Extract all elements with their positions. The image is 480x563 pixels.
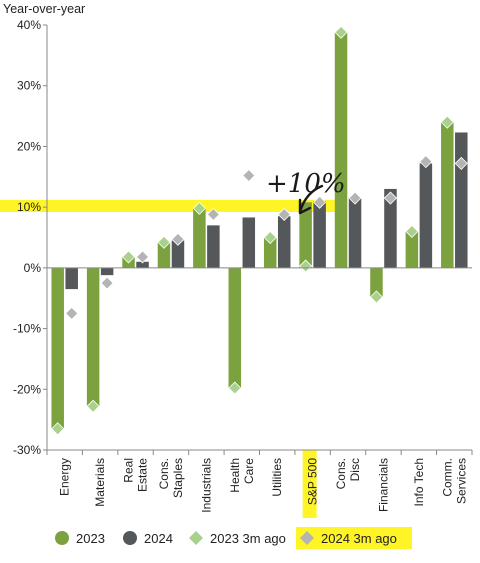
bar-2023-4 [193, 208, 206, 268]
category-label: Care [242, 458, 256, 484]
category-label: Real [122, 458, 136, 483]
marker-2024-3m-9 [383, 191, 398, 205]
legend-swatch-3 [300, 531, 314, 545]
annotation-label: +10% [266, 169, 346, 199]
marker-2023-3m-0 [51, 422, 65, 436]
category-label: Staples [171, 458, 185, 498]
legend-label-1: 2024 [144, 531, 173, 546]
marker-2024-3m-11 [454, 156, 468, 170]
highlight-layer [0, 199, 412, 549]
bar-2023-10 [405, 231, 419, 268]
marker-2024-3m-0 [65, 306, 79, 320]
categories-layer: Energy Materials Real Estate Cons. Staples Ind… [58, 458, 469, 513]
bar-2024-3 [171, 240, 185, 268]
bar-2024-7 [313, 201, 326, 268]
category-label: S&P 500 [306, 458, 320, 505]
axes-layer [46, 25, 473, 455]
y-tick-label: 20% [17, 139, 41, 153]
legend-label-2: 2023 3m ago [210, 531, 286, 546]
legend-swatch-1 [123, 531, 137, 545]
bar-2023-5 [228, 267, 242, 389]
marker-2023-3m-10 [405, 224, 419, 238]
marker-2024-3m-8 [348, 191, 362, 205]
legend-label-0: 2023 [76, 531, 105, 546]
y-tick-label: 30% [17, 79, 41, 93]
bar-2024-4 [207, 225, 220, 268]
marker-2023-3m-2 [121, 250, 136, 264]
y-axis-title: Year-over-year [3, 2, 85, 16]
marker-2024-3m-6 [277, 207, 291, 221]
marker-2023-3m-3 [157, 235, 171, 249]
bar-2023-3 [157, 242, 171, 268]
bar-2024-9 [384, 188, 397, 268]
ticks-layer: 40% 30% 20% 10% 0% -10% -20% -30% Year-over-year [3, 2, 85, 457]
bar-2023-1 [86, 267, 100, 407]
marker-2024-3m-4 [206, 207, 220, 221]
marker-2024-3m-1 [100, 276, 114, 290]
highlight-band [0, 199, 345, 212]
marker-2023-3m-1 [86, 399, 100, 413]
y-tick-label: 10% [17, 200, 41, 214]
category-label: Cons. [334, 458, 348, 489]
bar-2024-0 [65, 267, 78, 290]
category-label: Financials [376, 458, 390, 512]
marker-2024-3m-3 [171, 232, 185, 246]
legend-swatch-2 [189, 531, 203, 545]
marker-2023-3m-7 [299, 259, 313, 273]
category-label: Info Tech [412, 458, 426, 506]
legend-highlight [296, 527, 412, 549]
category-label: Cons. [157, 458, 171, 489]
marker-2023-3m-8 [334, 25, 348, 39]
annotation-layer: +10% [266, 169, 346, 215]
y-tick-label: 0% [24, 261, 42, 275]
bar-2023-9 [370, 267, 383, 297]
y-tick-label: -10% [13, 322, 41, 336]
marker-2023-3m-11 [440, 115, 454, 129]
marker-2023-3m-9 [369, 290, 384, 304]
bar-2023-11 [441, 122, 454, 268]
bar-2023-0 [51, 267, 64, 429]
markers-layer [51, 25, 468, 436]
annotation-arrowhead [298, 198, 312, 215]
y-tick-label: 40% [17, 18, 41, 32]
marker-2023-3m-6 [263, 230, 277, 245]
bar-2024-10 [419, 163, 433, 268]
marker-2024-3m-10 [419, 155, 433, 169]
marker-2023-3m-4 [192, 201, 206, 215]
marker-2023-3m-5 [228, 381, 242, 395]
category-label: Energy [58, 458, 72, 496]
category-label: Disc [348, 458, 362, 481]
marker-2024-3m-2 [135, 250, 150, 264]
legend-label-3: 2024 3m ago [321, 531, 397, 546]
bar-2023-8 [334, 32, 348, 268]
bar-2024-5 [242, 217, 256, 268]
bar-2024-2 [136, 261, 149, 268]
category-label: Materials [93, 458, 107, 507]
sp500-label-highlight [302, 450, 317, 518]
marker-2024-3m-7 [313, 195, 327, 209]
category-label: Health [228, 458, 242, 493]
legend-swatch-0 [55, 531, 69, 545]
legend-layer: 2023 2024 2023 3m ago 2024 3m ago [55, 531, 397, 546]
bar-2024-6 [277, 216, 291, 268]
bar-2024-11 [455, 132, 468, 268]
y-tick-label: -20% [13, 382, 41, 396]
category-label: Industrials [199, 458, 213, 513]
category-label: Utilities [270, 458, 284, 497]
bar-2024-8 [348, 198, 362, 268]
marker-2024-3m-5 [242, 169, 256, 183]
bar-2023-6 [263, 237, 277, 268]
category-label: Services [454, 458, 468, 504]
bars-layer [51, 32, 468, 429]
y-tick-label: -30% [13, 443, 41, 457]
category-label: Estate [136, 458, 150, 492]
bar-2024-1 [100, 267, 114, 276]
category-label: Comm. [440, 458, 454, 497]
bar-2023-7 [299, 202, 312, 268]
